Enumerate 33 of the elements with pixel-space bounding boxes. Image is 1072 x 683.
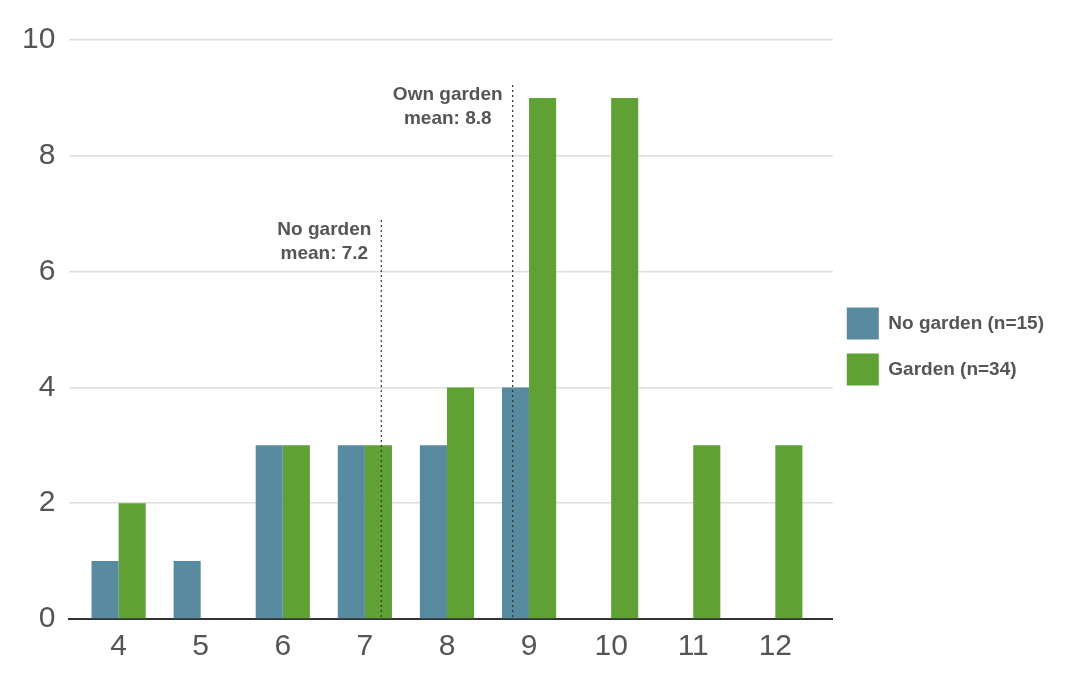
x-tick-label: 4	[110, 628, 127, 662]
bar	[775, 445, 803, 619]
y-tick-label: 8	[38, 137, 56, 171]
bar	[529, 97, 557, 619]
bar	[446, 387, 475, 619]
x-tick-label: 8	[438, 628, 456, 662]
x-tick-label: 9	[520, 628, 538, 662]
y-tick-label: 10	[21, 21, 56, 55]
y-tick-label: 0	[38, 600, 56, 634]
bar	[501, 387, 530, 619]
bar	[91, 561, 119, 619]
y-tick-label: 4	[38, 368, 56, 402]
bar	[419, 445, 447, 619]
x-tick-label: 10	[594, 628, 628, 662]
x-tick-label: 12	[758, 628, 793, 662]
ref-line-label: No garden mean: 7.2	[277, 217, 372, 263]
bar	[693, 445, 721, 619]
bar	[611, 97, 639, 619]
bar	[173, 561, 201, 619]
bar	[255, 445, 283, 619]
bar	[118, 503, 146, 619]
bar	[282, 445, 310, 619]
x-tick-label: 7	[356, 628, 374, 662]
ref-line-label: Own garden mean: 8.8	[392, 82, 503, 128]
x-tick-label: 6	[274, 628, 292, 662]
bar	[364, 445, 392, 619]
y-tick-label: 2	[38, 484, 56, 518]
legend-label: No garden (n=15)	[888, 311, 1045, 333]
y-tick-label: 6	[38, 252, 56, 286]
legend-label: Garden (n=34)	[888, 357, 1017, 379]
x-tick-label: 11	[677, 628, 709, 662]
bar	[337, 445, 365, 619]
x-tick-label: 5	[192, 628, 210, 662]
